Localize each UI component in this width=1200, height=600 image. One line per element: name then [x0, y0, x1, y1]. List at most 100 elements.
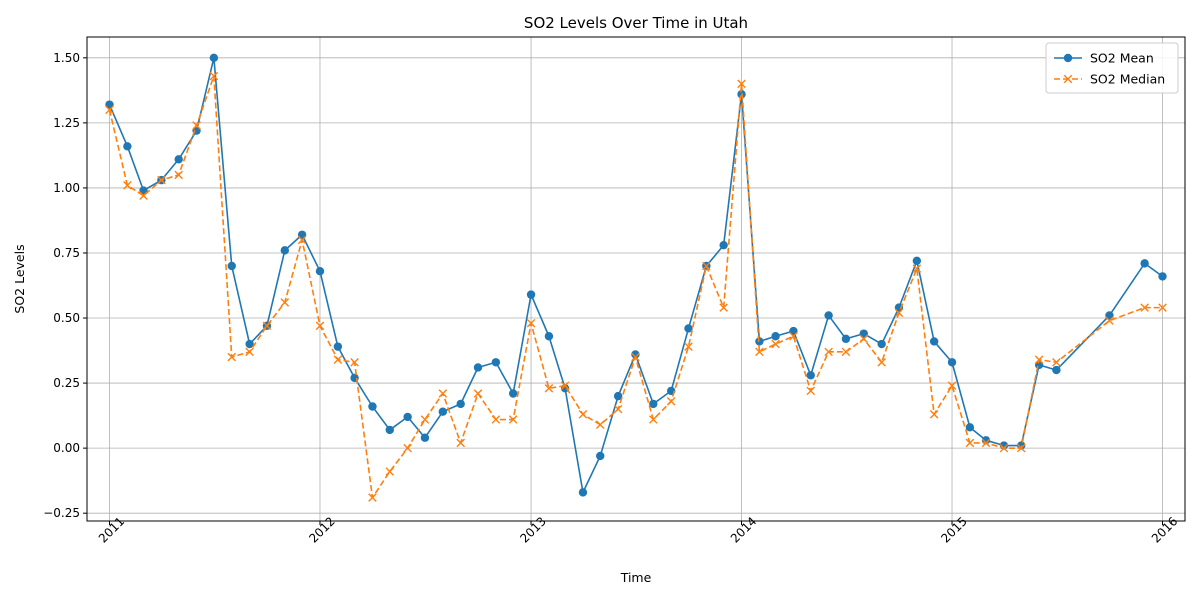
- data-point: [473, 389, 483, 398]
- data-point: [315, 266, 325, 276]
- data-point: [1140, 303, 1149, 312]
- data-point: [245, 339, 254, 349]
- x-marker-stroke: [771, 339, 780, 349]
- data-point: [209, 71, 219, 81]
- data-point: [912, 256, 922, 265]
- series-line: [108, 75, 1163, 499]
- x-axis: 2011 2012 2013 2014 2015 2016: [96, 514, 1181, 545]
- x-marker-stroke: [981, 438, 991, 448]
- data-point: [420, 415, 430, 424]
- data-point: [1158, 303, 1167, 312]
- series-layer: [105, 53, 1167, 502]
- x-tick-label: 2015: [938, 514, 969, 545]
- x-marker-stroke: [912, 264, 922, 273]
- data-point: [105, 105, 114, 115]
- data-point: [1105, 311, 1114, 320]
- data-point: [456, 438, 465, 448]
- data-point: [438, 407, 448, 416]
- data-point: [297, 235, 307, 245]
- data-point: [595, 420, 605, 430]
- data-point: [315, 321, 325, 331]
- data-point: [403, 443, 412, 453]
- x-marker-stroke: [929, 410, 939, 419]
- data-point: [1052, 357, 1061, 367]
- data-point: [631, 350, 640, 359]
- data-point: [544, 383, 554, 393]
- data-point: [526, 290, 536, 299]
- x-marker-stroke: [859, 334, 869, 344]
- x-marker-stroke: [123, 181, 132, 190]
- data-point: [929, 410, 939, 419]
- data-point: [438, 389, 448, 398]
- x-marker-stroke: [350, 357, 359, 367]
- x-tick-label: 2013: [517, 514, 548, 545]
- chart-title: SO2 Levels Over Time in Utah: [524, 14, 748, 32]
- data-point: [1105, 316, 1114, 325]
- data-point: [139, 191, 148, 201]
- data-point: [227, 352, 237, 362]
- data-point: [965, 423, 975, 432]
- data-point: [755, 347, 764, 357]
- x-marker-stroke: [1140, 303, 1149, 312]
- y-tick-label: 0.00: [53, 441, 80, 455]
- x-marker-stroke: [631, 352, 640, 362]
- y-tick-label: 1.00: [53, 181, 80, 195]
- x-marker-stroke: [965, 438, 975, 448]
- x-marker-stroke: [1063, 74, 1073, 84]
- data-point: [403, 412, 412, 422]
- data-point: [227, 261, 236, 271]
- data-point: [894, 308, 904, 318]
- data-point: [544, 332, 554, 341]
- data-point: [912, 264, 922, 273]
- data-point: [737, 79, 746, 89]
- data-point: [245, 347, 254, 357]
- y-tick-label: 0.25: [53, 376, 80, 390]
- x-axis-label: Time: [620, 570, 652, 585]
- x-marker-stroke: [789, 331, 798, 341]
- y-axis: −0.25 0.00 0.25 0.50 0.75 1.00 1.25 1.50: [43, 51, 87, 520]
- x-marker-stroke: [420, 415, 430, 424]
- data-point: [702, 261, 711, 271]
- data-point: [771, 332, 780, 341]
- x-marker-stroke: [368, 493, 377, 502]
- x-marker-stroke: [1052, 357, 1061, 367]
- x-marker-stroke: [684, 342, 693, 351]
- data-point: [578, 488, 588, 497]
- data-point: [368, 402, 377, 411]
- data-point: [824, 311, 833, 320]
- x-marker-stroke: [456, 438, 465, 448]
- x-tick-label: 2014: [728, 514, 759, 545]
- data-point: [1063, 53, 1073, 63]
- data-point: [473, 363, 483, 372]
- y-tick-label: 1.50: [53, 51, 80, 65]
- x-marker-stroke: [755, 347, 764, 357]
- x-marker-stroke: [702, 261, 711, 271]
- x-marker-stroke: [227, 352, 237, 362]
- data-point: [824, 347, 833, 357]
- x-tick-label: 2011: [96, 514, 127, 545]
- data-point: [333, 342, 343, 351]
- x-marker-stroke: [209, 71, 219, 81]
- data-point: [333, 355, 343, 364]
- data-point: [965, 438, 975, 448]
- data-point: [350, 357, 359, 367]
- data-point: [385, 467, 395, 476]
- data-point: [174, 170, 183, 180]
- data-point: [560, 381, 570, 390]
- data-point: [789, 326, 798, 336]
- series-line: [108, 57, 1163, 494]
- data-point: [806, 386, 816, 396]
- data-point: [192, 121, 201, 130]
- x-marker-stroke: [877, 357, 886, 367]
- x-marker-stroke: [105, 105, 114, 115]
- legend: SO2 Mean SO2 Median: [1045, 42, 1179, 94]
- x-marker-stroke: [1034, 355, 1044, 364]
- x-marker-stroke: [1016, 443, 1026, 453]
- data-point: [947, 358, 957, 367]
- x-marker-stroke: [806, 386, 816, 396]
- data-point: [209, 53, 219, 63]
- x-tick-label: 2012: [306, 514, 337, 545]
- data-point: [613, 404, 623, 414]
- data-point: [491, 415, 501, 424]
